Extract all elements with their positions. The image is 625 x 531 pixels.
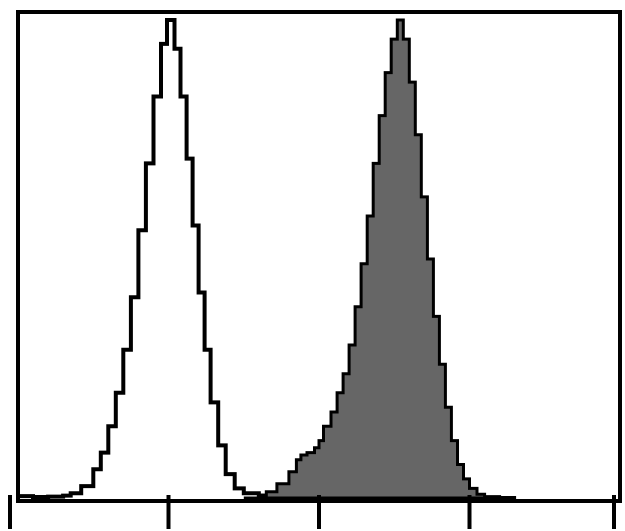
x-axis-ticks: [8, 495, 616, 529]
series-layer: [18, 18, 517, 500]
control-histogram: [18, 18, 321, 500]
sample-histogram: [243, 18, 517, 500]
